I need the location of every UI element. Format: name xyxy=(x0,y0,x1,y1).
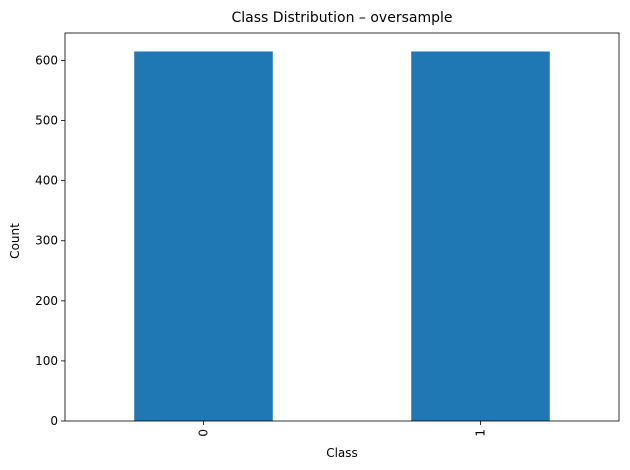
plot-area: 0 1 0 100 200 300 400 500 600 xyxy=(35,32,620,437)
x-axis-label: Class xyxy=(326,446,358,460)
y-tick-label: 100 xyxy=(35,354,58,368)
y-tick-label: 500 xyxy=(35,114,58,128)
y-tick-label: 400 xyxy=(35,174,58,188)
x-tick-label: 0 xyxy=(197,429,211,437)
bar-class-1 xyxy=(411,51,550,421)
axes-frame xyxy=(64,32,620,422)
y-axis-label: Count xyxy=(8,223,22,259)
x-tick-label: 1 xyxy=(474,429,488,437)
y-tick-label: 0 xyxy=(50,414,58,428)
chart-title: Class Distribution – oversample xyxy=(232,10,453,26)
y-tick-label: 300 xyxy=(35,234,58,248)
y-tick-label: 600 xyxy=(35,53,58,67)
bar-class-0 xyxy=(134,51,273,421)
y-tick-label: 200 xyxy=(35,294,58,308)
